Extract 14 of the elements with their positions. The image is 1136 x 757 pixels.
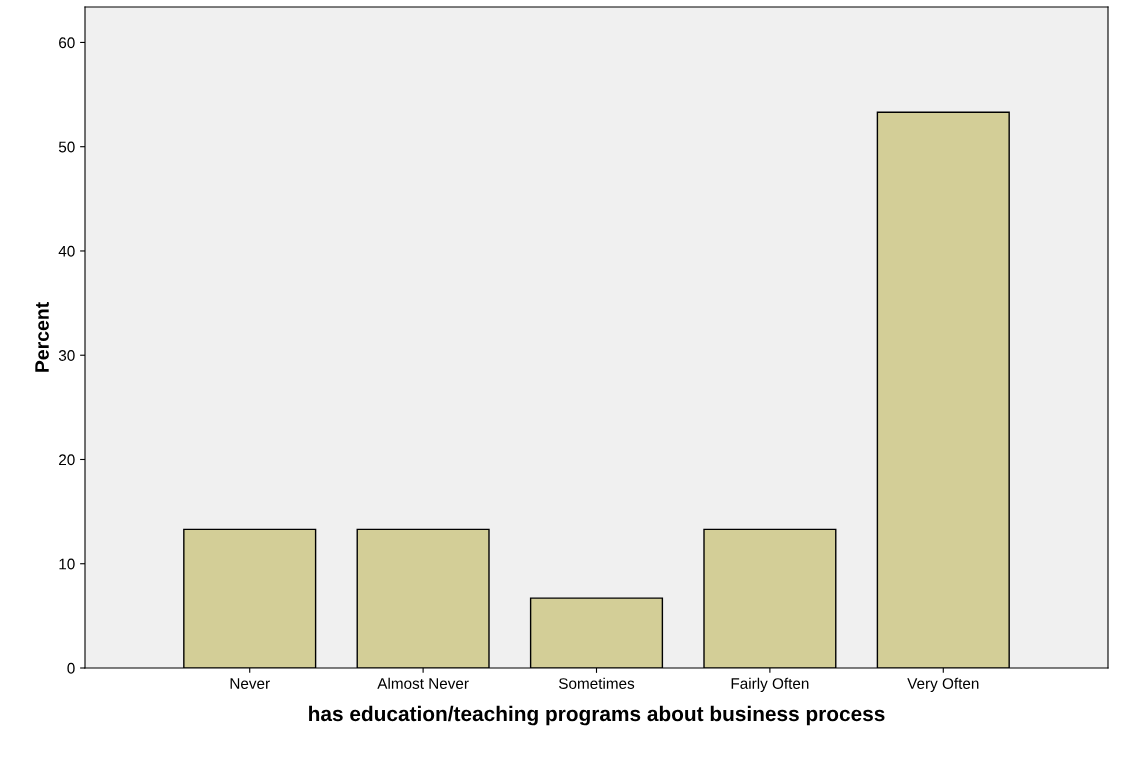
y-tick-label: 10 [59,558,75,570]
x-tick-label: Almost Never [377,677,469,689]
x-tick-label: Sometimes [558,677,635,689]
x-axis-title: has education/teaching programs about business process [309,705,885,726]
y-tick-label: 0 [67,662,75,674]
y-tick-label: 60 [59,37,75,49]
y-tick-label: 40 [58,245,75,257]
x-tick-label: Fairly Often [731,677,809,692]
x-tick-label: Never [230,678,270,689]
x-tick-label: Very Often [907,677,979,692]
y-tick-label: 30 [58,350,75,361]
y-tick-label: 50 [58,141,75,153]
y-tick-label: 20 [59,454,75,466]
y-axis-title: Percent [35,302,49,372]
